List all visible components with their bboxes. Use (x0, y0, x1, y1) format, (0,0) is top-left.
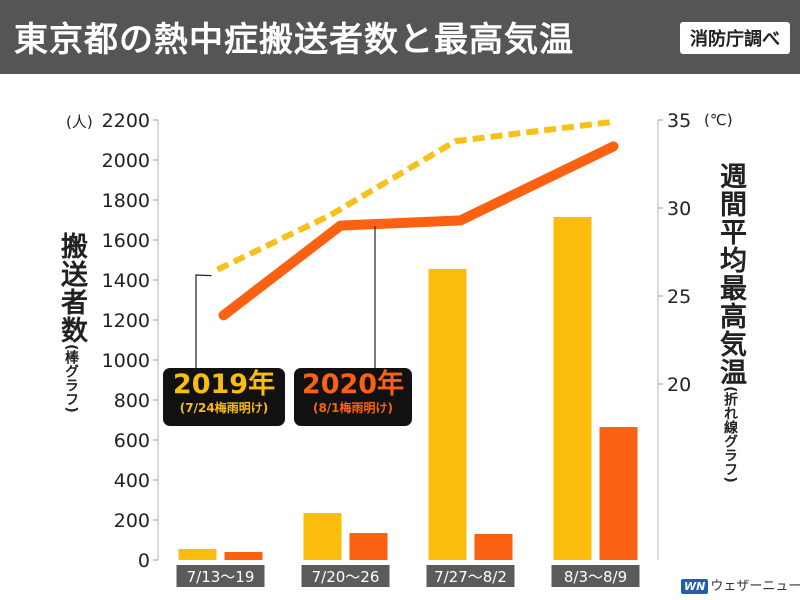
left-tick-label: 2200 (102, 110, 150, 132)
callout-2019-note: (7/24梅雨明け) (179, 401, 269, 415)
logo-mark: WN (681, 579, 709, 594)
callout-2020: 2020年 (8/1梅雨明け) (294, 368, 412, 426)
left-axis-unit: (人) (66, 113, 93, 131)
bar-2020 (599, 427, 638, 560)
right-tick-label: 25 (667, 286, 691, 308)
category-label-bg (551, 565, 640, 587)
left-tick-label: 1200 (102, 310, 150, 332)
category-label-bg (301, 565, 390, 587)
callout-2019-year: 2019年 (172, 369, 276, 400)
left-tick-label: 1800 (102, 190, 150, 212)
left-tick-label: 800 (114, 390, 150, 412)
callout-2019: 2019年 (7/24梅雨明け) (163, 368, 285, 426)
right-tick-label: 30 (667, 198, 691, 220)
left-tick-label: 1400 (102, 270, 150, 292)
left-axis-title: 搬送者数 (56, 232, 87, 344)
left-tick-label: 0 (138, 550, 150, 572)
category-label: 7/20〜26 (312, 568, 380, 586)
leader-2019 (195, 274, 212, 370)
right-tick-label: 35 (667, 110, 691, 132)
logo-text: ウェザーニュース (710, 579, 800, 594)
bar-2019 (178, 549, 217, 560)
bar-2020 (224, 552, 263, 560)
category-label: 8/3〜8/9 (564, 568, 627, 586)
right-axis-note: (折れ線グラフ) (722, 386, 738, 483)
left-tick-label: 1600 (102, 230, 150, 252)
right-tick-label: 20 (667, 374, 691, 396)
bar-2020 (474, 534, 513, 560)
left-tick-label: 200 (114, 510, 150, 532)
bar-2020 (349, 533, 388, 560)
line-2020 (218, 141, 619, 321)
right-axis-label: 週間平均最高気温(折れ線グラフ) (711, 162, 750, 483)
weathernews-logo: WNウェザーニュース (681, 575, 800, 594)
header-bar: 東京都の熱中症搬送者数と最高気温 消防庁調べ (0, 0, 800, 74)
right-axis-unit: (℃) (704, 111, 733, 129)
left-tick-label: 600 (114, 430, 150, 452)
category-label: 7/13〜19 (187, 568, 255, 586)
left-axis-label: 搬送者数(棒グラフ) (52, 232, 91, 413)
category-label: 7/27〜8/2 (434, 568, 507, 586)
category-label-bg (176, 565, 265, 587)
left-tick-label: 400 (114, 470, 150, 492)
source-badge: 消防庁調べ (680, 22, 790, 54)
callout-2020-note: (8/1梅雨明け) (312, 401, 394, 415)
line-2019 (216, 118, 614, 273)
right-axis-title: 週間平均最高気温 (715, 162, 746, 386)
bar-2019 (428, 269, 467, 560)
left-axis-note: (棒グラフ) (63, 344, 79, 413)
callout-2020-year: 2020年 (301, 369, 405, 400)
left-tick-label: 1000 (102, 350, 150, 372)
left-tick-label: 2000 (102, 150, 150, 172)
bar-2019 (303, 513, 342, 560)
category-label-bg (426, 565, 515, 587)
bar-2019 (553, 217, 592, 560)
chart-title: 東京都の熱中症搬送者数と最高気温 (14, 20, 574, 60)
